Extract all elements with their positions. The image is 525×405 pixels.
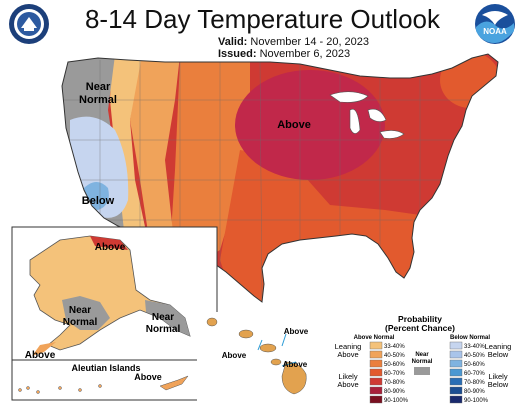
legend-below-range-6: 80-90% [464,389,485,395]
legend-below-swatch-1 [449,341,463,350]
aleutian-label-above: Above [134,372,162,382]
legend-near-swatch [414,367,430,375]
conus-label-above: Above [277,119,311,131]
legend-below-range-5: 70-80% [464,380,485,386]
hawaii-islands-shape [206,317,307,395]
alaska-label-above-north: Above [95,242,126,253]
noaa-logo-text: NOAA [483,27,507,36]
legend-above-swatch-5 [369,377,383,386]
legend-below-range-3: 50-60% [464,362,485,368]
legend-above-range-2: 40-50% [384,353,405,359]
legend-above-range-7: 90-100% [384,398,409,404]
legend-leaning-below-1: Leaning [485,342,512,351]
conus-label-near-normal-1: Near [86,81,111,93]
legend: Probability (Percent Chance) Above Norma… [335,314,512,404]
legend-below-range-1: 33-40% [464,344,485,350]
conus-label-near-normal-2: Normal [79,94,117,106]
legend-above-range-1: 33-40% [384,344,405,350]
issued-label: Issued: [218,48,257,60]
legend-below-range-2: 40-50% [464,353,485,359]
legend-leaning-below-2: Below [488,350,509,359]
legend-title-2: (Percent Chance) [385,323,455,333]
legend-above-swatch-3 [369,359,383,368]
legend-likely-above-1: Likely [338,372,357,381]
legend-leaning-above-2: Above [337,350,358,359]
legend-below-swatch-4 [449,368,463,377]
alaska-label-near-west-1: Near [69,305,91,316]
issued-line: Issued: November 6, 2023 [218,48,350,60]
alaska-label-near-east-1: Near [152,312,174,323]
alaska-label-near-east-2: Normal [146,324,181,335]
legend-likely-below-2: Below [488,380,509,389]
page-title: 8-14 Day Temperature Outlook [84,4,441,34]
legend-near-normal-1: Near [415,352,429,358]
legend-above-range-4: 60-70% [384,371,405,377]
legend-above-swatch-7 [369,395,383,404]
issued-value: November 6, 2023 [259,48,351,60]
legend-below-range-4: 60-70% [464,371,485,377]
legend-below-swatch-3 [449,359,463,368]
legend-above-swatch-4 [369,368,383,377]
legend-likely-below-1: Likely [488,372,507,381]
legend-title-1: Probability [398,314,442,324]
legend-above-header: Above Normal [354,335,395,341]
conus-label-below: Below [82,195,115,207]
legend-below-range-7: 90-100% [464,398,489,404]
alaska-label-near-west-2: Normal [63,317,98,328]
legend-below-scale: 33-40% 40-50% 50-60% 60-70% 70-80% 80-90% 90-1… [449,341,489,404]
legend-likely-above-2: Above [337,380,358,389]
legend-above-scale: 33-40% 40-50% 50-60% 60-70% 70-80% 80-90% 90-1… [369,341,409,404]
legend-above-range-3: 50-60% [384,362,405,368]
hawaii-label-above-1: Above [284,327,309,336]
valid-value: November 14 - 20, 2023 [250,36,370,48]
alaska-shape [29,235,191,356]
legend-above-swatch-1 [369,341,383,350]
legend-below-header: Below Normal [450,335,490,341]
state-boundaries [62,60,498,301]
legend-near-normal-2: Normal [412,359,433,365]
aleutian-title: Aleutian Islands [71,363,140,373]
aleutian-islands-shape [18,375,189,394]
legend-above-range-6: 80-90% [384,389,405,395]
hawaii-label-above-3: Above [283,360,308,369]
legend-leaning-above-1: Leaning [335,342,362,351]
valid-label: Valid: [218,36,248,48]
hawaii-label-above-2: Above [222,351,247,360]
great-lakes [329,91,405,139]
noaa-logo-icon: NOAA [475,4,515,44]
legend-below-swatch-6 [449,386,463,395]
legend-above-range-5: 70-80% [384,380,405,386]
legend-below-swatch-5 [449,377,463,386]
legend-above-swatch-2 [369,350,383,359]
doc-seal-icon [9,4,49,44]
legend-below-swatch-2 [449,350,463,359]
legend-below-swatch-7 [449,395,463,404]
valid-line: Valid: November 14 - 20, 2023 [218,36,369,48]
alaska-label-above-south: Above [25,350,56,361]
legend-above-swatch-6 [369,386,383,395]
